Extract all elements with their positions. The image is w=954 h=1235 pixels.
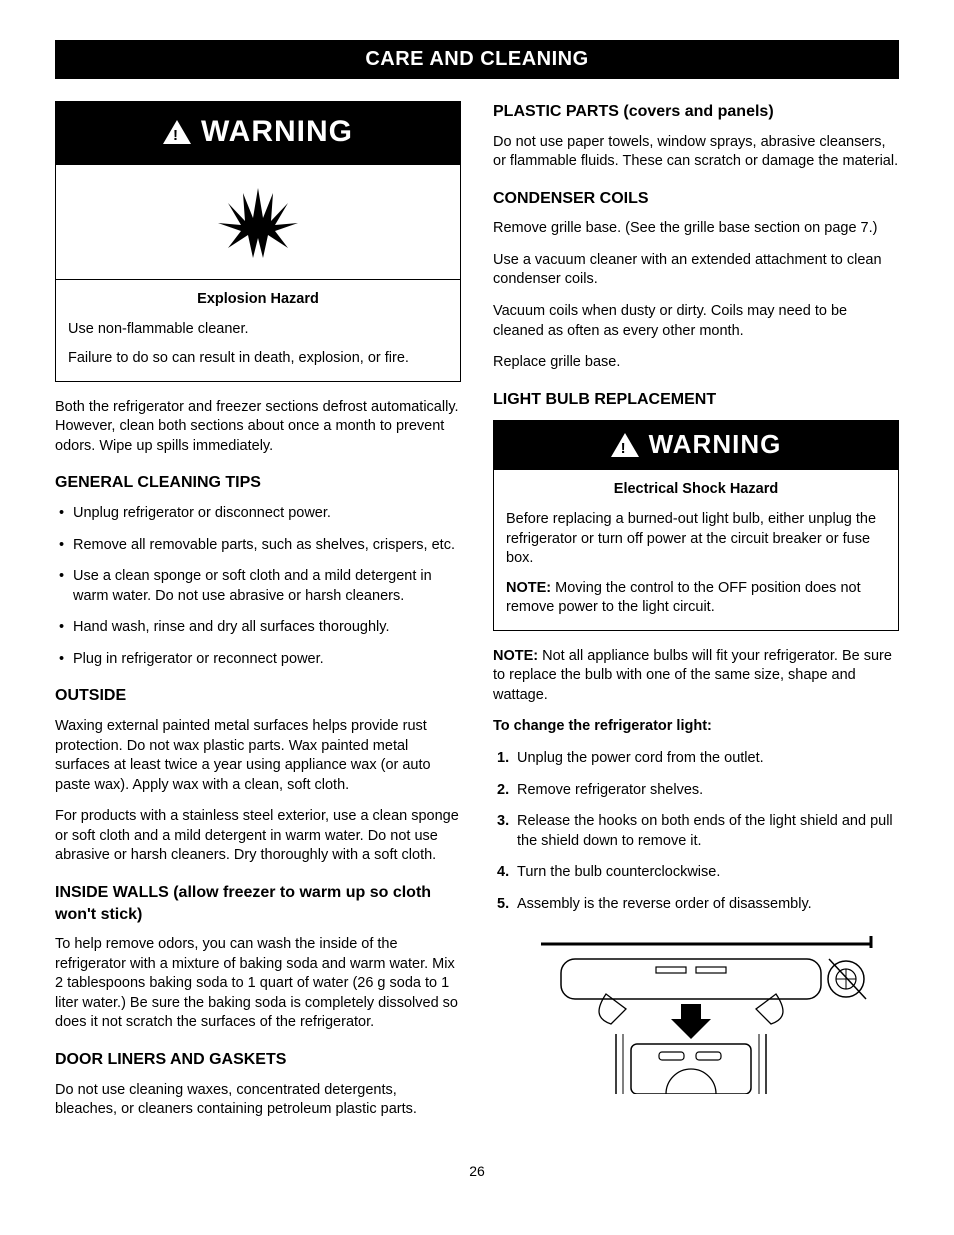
heading-inside-walls: INSIDE WALLS (allow freezer to warm up s… [55,882,461,925]
general-tips-list: Unplug refrigerator or disconnect power.… [55,504,461,669]
note-paragraph: NOTE: Not all appliance bulbs will fit y… [493,647,899,706]
note-label: NOTE: [506,580,551,596]
step-text: Release the hooks on both ends of the li… [517,813,893,849]
warning-header: WARNING [56,102,460,165]
warning-note: NOTE: Moving the control to the OFF posi… [506,579,886,618]
heading-light-bulb: LIGHT BULB REPLACEMENT [493,389,899,411]
diagram-svg [511,934,881,1094]
step-number: 3. [497,812,509,832]
warning-line: Failure to do so can result in death, ex… [68,349,448,369]
heading-door-liners: DOOR LINERS AND GASKETS [55,1049,461,1071]
list-item: Plug in refrigerator or reconnect power. [59,650,461,670]
paragraph: Use a vacuum cleaner with an extended at… [493,251,899,290]
paragraph: Do not use cleaning waxes, concentrated … [55,1081,461,1120]
list-item: 3. Release the hooks on both ends of the … [497,812,899,851]
step-text: Remove refrigerator shelves. [517,782,703,798]
steps-list: 1. Unplug the power cord from the outlet.… [493,749,899,914]
heading-condenser: CONDENSER COILS [493,188,899,210]
hazard-title: Electrical Shock Hazard [506,480,886,500]
step-number: 1. [497,749,509,769]
explosion-icon [213,183,303,263]
list-item: 2. Remove refrigerator shelves. [497,781,899,801]
paragraph: To help remove odors, you can wash the i… [55,935,461,1033]
step-number: 2. [497,781,509,801]
warning-triangle-icon [163,120,191,144]
right-column: PLASTIC PARTS (covers and panels) Do not… [493,101,899,1132]
step-text: Unplug the power cord from the outlet. [517,750,764,766]
step-text: Turn the bulb counterclockwise. [517,864,720,880]
paragraph: Waxing external painted metal surfaces h… [55,717,461,795]
paragraph: Vacuum coils when dusty or dirty. Coils … [493,302,899,341]
note-text: Moving the control to the OFF position d… [506,580,861,616]
note-text: Not all appliance bulbs will fit your re… [493,648,892,703]
paragraph: Do not use paper towels, window sprays, … [493,133,899,172]
list-item: Use a clean sponge or soft cloth and a m… [59,567,461,606]
warning-header: WARNING [494,421,898,470]
warning-line: Before replacing a burned-out light bulb… [506,510,886,569]
list-item: 4. Turn the bulb counterclockwise. [497,863,899,883]
list-item: Remove all removable parts, such as shel… [59,536,461,556]
warning-body: Electrical Shock Hazard Before replacing… [494,470,898,629]
heading-plastic: PLASTIC PARTS (covers and panels) [493,101,899,123]
steps-title: To change the refrigerator light: [493,717,899,737]
explosion-icon-wrap [56,165,460,281]
step-number: 4. [497,863,509,883]
step-number: 5. [497,895,509,915]
list-item: Hand wash, rinse and dry all surfaces th… [59,618,461,638]
warning-box-explosion: WARNING Explosion Hazard Use non-flammab… [55,101,461,382]
warning-header-text: WARNING [649,427,782,462]
paragraph: Remove grille base. (See the grille base… [493,219,899,239]
step-text: Assembly is the reverse order of disasse… [517,896,812,912]
warning-box-electrical: WARNING Electrical Shock Hazard Before r… [493,420,899,630]
page-number: 26 [55,1162,899,1181]
warning-line: Use non-flammable cleaner. [68,320,448,340]
list-item: 1. Unplug the power cord from the outlet. [497,749,899,769]
left-column: WARNING Explosion Hazard Use non-flammab… [55,101,461,1132]
paragraph: Replace grille base. [493,353,899,373]
list-item: Unplug refrigerator or disconnect power. [59,504,461,524]
warning-header-text: WARNING [201,112,353,153]
heading-outside: OUTSIDE [55,685,461,707]
light-shield-diagram [493,934,899,1101]
warning-triangle-icon [611,433,639,457]
heading-general-tips: GENERAL CLEANING TIPS [55,472,461,494]
section-banner: CARE AND CLEANING [55,40,899,79]
hazard-title: Explosion Hazard [68,290,448,310]
note-label: NOTE: [493,648,538,664]
list-item: 5. Assembly is the reverse order of disas… [497,895,899,915]
warning-body: Explosion Hazard Use non-flammable clean… [56,280,460,381]
paragraph: For products with a stainless steel exte… [55,807,461,866]
intro-paragraph: Both the refrigerator and freezer sectio… [55,398,461,457]
content-columns: WARNING Explosion Hazard Use non-flammab… [55,101,899,1132]
